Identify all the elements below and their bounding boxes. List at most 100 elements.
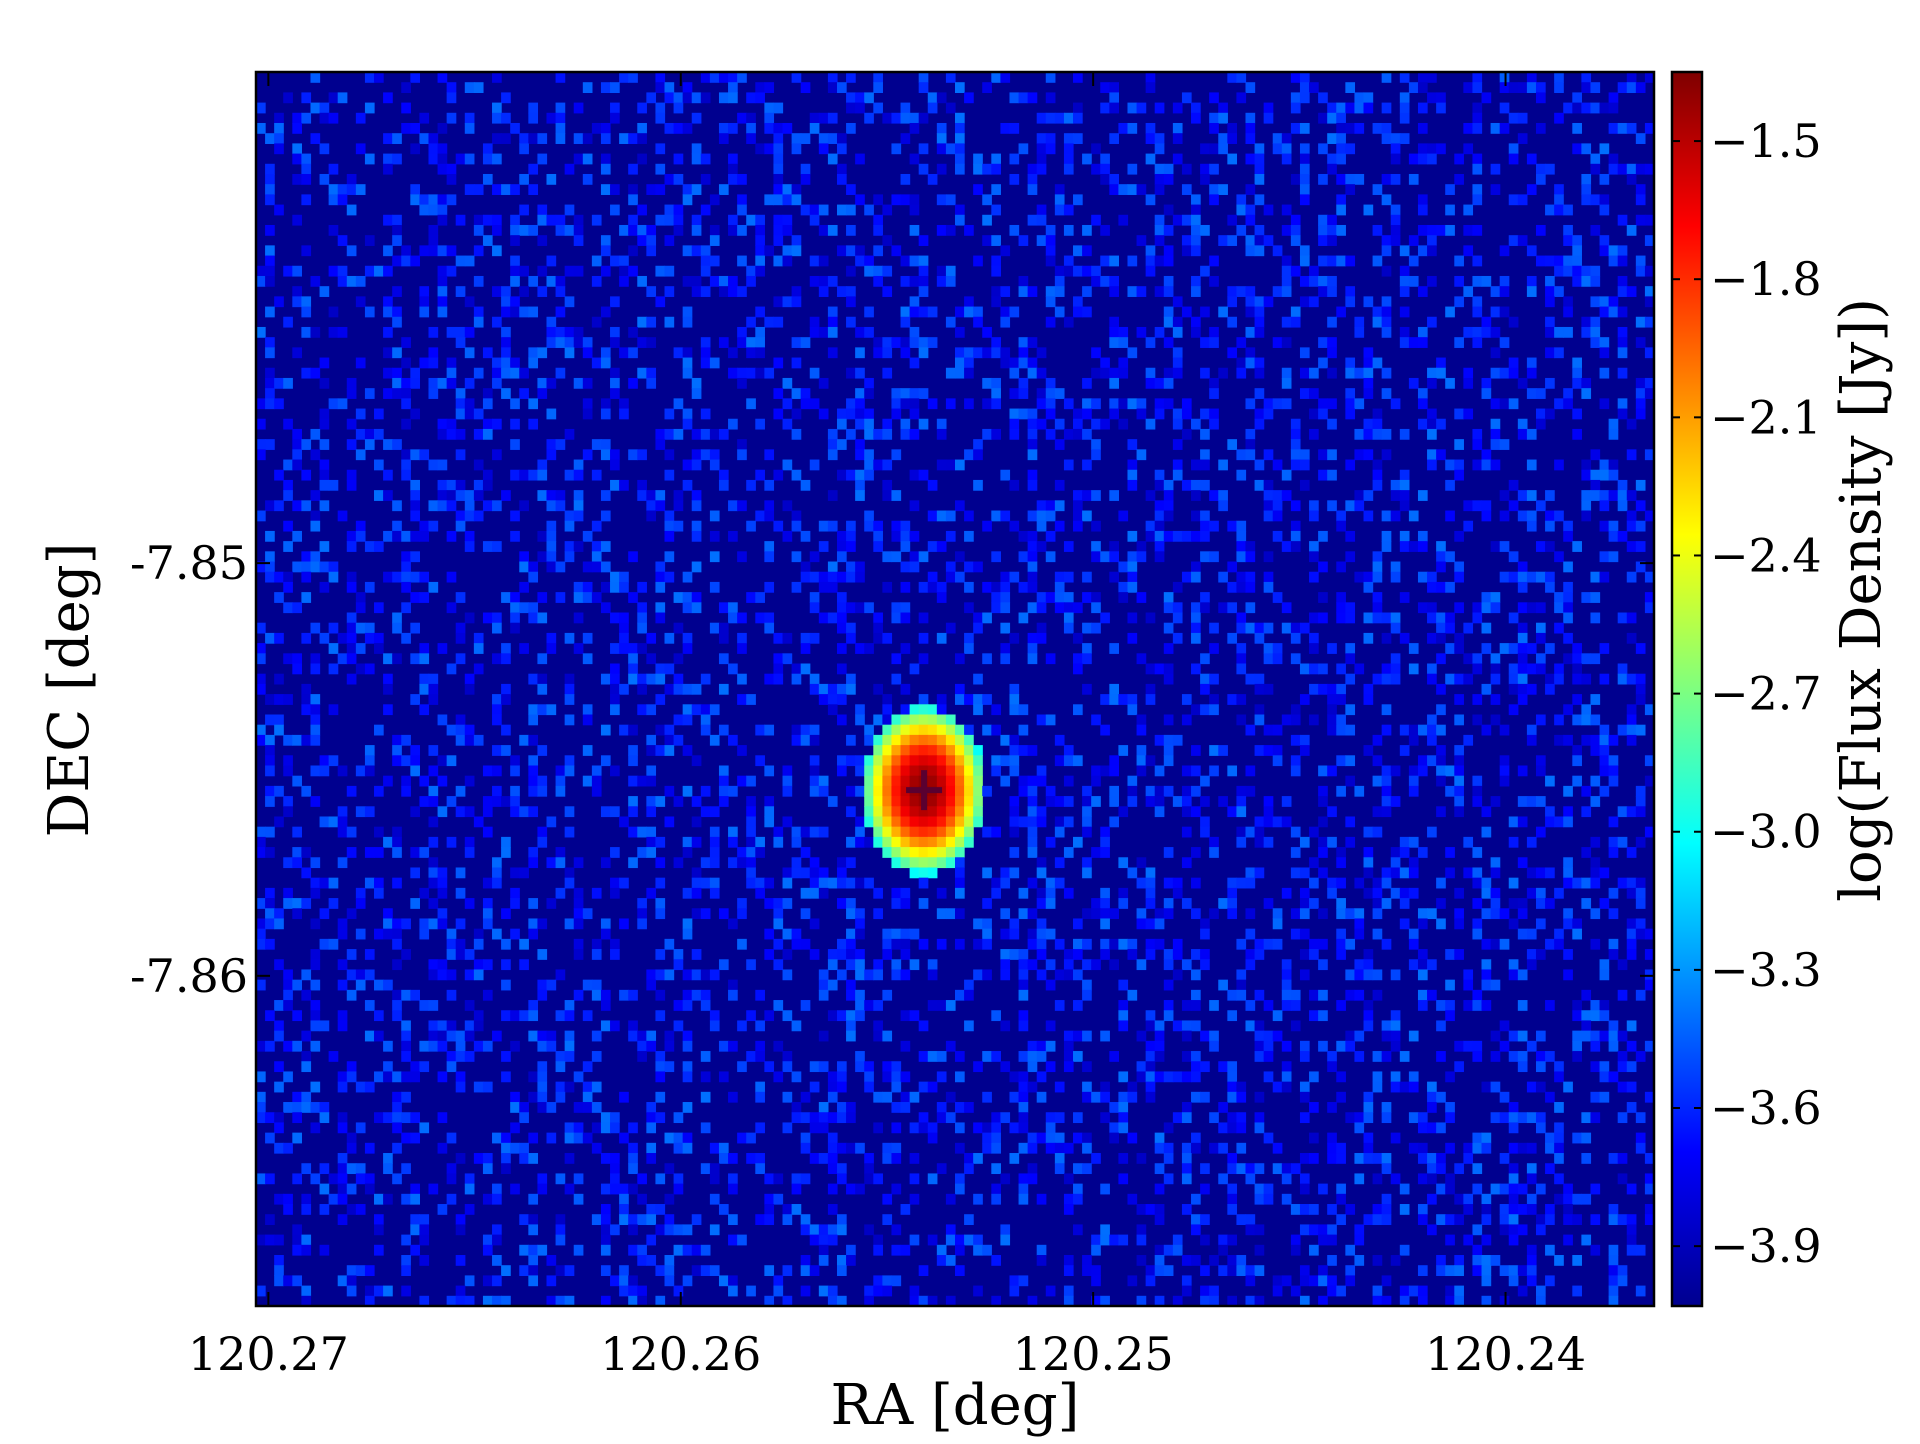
heatmap-cell — [1635, 796, 1646, 807]
heatmap-cell — [1590, 1061, 1601, 1073]
heatmap-cell — [1517, 194, 1528, 206]
heatmap-cell — [1172, 316, 1183, 328]
heatmap-cell — [1626, 418, 1637, 430]
heatmap-cell — [555, 887, 566, 899]
heatmap-cell — [1245, 928, 1256, 940]
heatmap-cell — [1172, 347, 1183, 359]
heatmap-cell — [1218, 459, 1228, 471]
heatmap-cell — [1136, 286, 1147, 297]
heatmap-cell — [492, 316, 502, 328]
heatmap-cell — [1572, 918, 1582, 930]
heatmap-cell — [319, 112, 330, 124]
heatmap-cell — [1345, 602, 1356, 614]
heatmap-cell — [283, 1071, 293, 1083]
heatmap-cell — [1545, 867, 1555, 879]
heatmap-cell — [1263, 449, 1274, 461]
heatmap-cell — [1227, 286, 1238, 297]
heatmap-cell — [655, 1051, 666, 1062]
heatmap-cell — [256, 836, 266, 848]
heatmap-cell — [1309, 612, 1319, 624]
heatmap-cell — [691, 112, 702, 124]
heatmap-cell — [1363, 1010, 1374, 1022]
heatmap-cell — [482, 959, 493, 971]
heatmap-cell — [428, 347, 439, 359]
heatmap-cell — [691, 449, 702, 461]
heatmap-cell — [846, 1030, 856, 1042]
heatmap-cell — [1236, 224, 1247, 236]
heatmap-cell — [1073, 836, 1083, 848]
heatmap-cell — [1399, 428, 1410, 440]
heatmap-cell — [1390, 235, 1401, 246]
heatmap-cell — [746, 806, 756, 818]
heatmap-cell — [637, 1030, 647, 1042]
heatmap-cell — [1581, 847, 1592, 858]
heatmap-cell — [655, 898, 666, 909]
heatmap-cell — [519, 204, 529, 216]
heatmap-cell — [519, 224, 529, 236]
heatmap-cell — [664, 204, 675, 216]
heatmap-cell — [791, 1020, 802, 1032]
heatmap-cell — [1145, 530, 1156, 542]
heatmap-cell — [936, 775, 947, 787]
heatmap-cell — [1390, 173, 1401, 185]
heatmap-cell — [755, 510, 765, 522]
heatmap-cell — [664, 520, 675, 532]
heatmap-cell — [1372, 1081, 1383, 1093]
heatmap-cell — [664, 265, 675, 277]
heatmap-cell — [1390, 796, 1401, 807]
heatmap-cell — [646, 316, 657, 328]
heatmap-cell — [1309, 551, 1319, 563]
heatmap-cell — [1118, 857, 1129, 869]
heatmap-cell — [392, 622, 402, 634]
heatmap-cell — [1436, 418, 1446, 430]
heatmap-cell — [1299, 296, 1310, 308]
heatmap-cell — [737, 938, 747, 950]
heatmap-cell — [537, 775, 548, 787]
heatmap-cell — [1063, 949, 1074, 960]
heatmap-cell — [319, 500, 330, 512]
heatmap-cell — [855, 877, 865, 889]
heatmap-cell — [882, 286, 893, 297]
heatmap-cell — [1091, 796, 1101, 807]
heatmap-cell — [1009, 632, 1020, 644]
heatmap-cell — [591, 887, 602, 899]
heatmap-cell — [809, 877, 820, 889]
heatmap-cell — [1154, 541, 1165, 552]
heatmap-cell — [1254, 826, 1265, 838]
heatmap-cell — [1490, 398, 1501, 410]
heatmap-cell — [764, 1010, 775, 1022]
heatmap-cell — [1617, 214, 1628, 226]
heatmap-cell — [1399, 530, 1410, 542]
heatmap-cell — [528, 602, 539, 614]
heatmap-cell — [1581, 673, 1592, 685]
heatmap-cell — [882, 1061, 893, 1073]
heatmap-cell — [1363, 296, 1374, 308]
heatmap-cell — [955, 796, 965, 807]
heatmap-cell — [691, 388, 702, 399]
heatmap-cell — [1481, 500, 1492, 512]
heatmap-cell — [782, 377, 793, 389]
heatmap-cell — [537, 214, 548, 226]
heatmap-cell — [1299, 1091, 1310, 1103]
heatmap-cell — [1181, 214, 1192, 226]
heatmap-cell — [1281, 1081, 1292, 1093]
heatmap-cell — [537, 785, 548, 797]
heatmap-cell — [401, 989, 411, 1001]
heatmap-cell — [1572, 1051, 1582, 1062]
heatmap-cell — [528, 755, 539, 767]
heatmap-cell — [1417, 755, 1428, 767]
heatmap-cell — [1209, 92, 1219, 104]
heatmap-cell — [1163, 306, 1174, 318]
heatmap-cell — [1027, 479, 1038, 491]
heatmap-cell — [528, 785, 539, 797]
heatmap-cell — [1517, 898, 1528, 909]
heatmap-cell — [1018, 275, 1029, 287]
heatmap-cell — [1036, 1040, 1047, 1052]
heatmap-cell — [555, 122, 566, 134]
heatmap-cell — [927, 847, 938, 858]
heatmap-cell — [1127, 1091, 1138, 1103]
heatmap-cell — [591, 949, 602, 960]
heatmap-cell — [1073, 653, 1083, 665]
heatmap-cell — [610, 377, 620, 389]
heatmap-cell — [1299, 908, 1310, 920]
